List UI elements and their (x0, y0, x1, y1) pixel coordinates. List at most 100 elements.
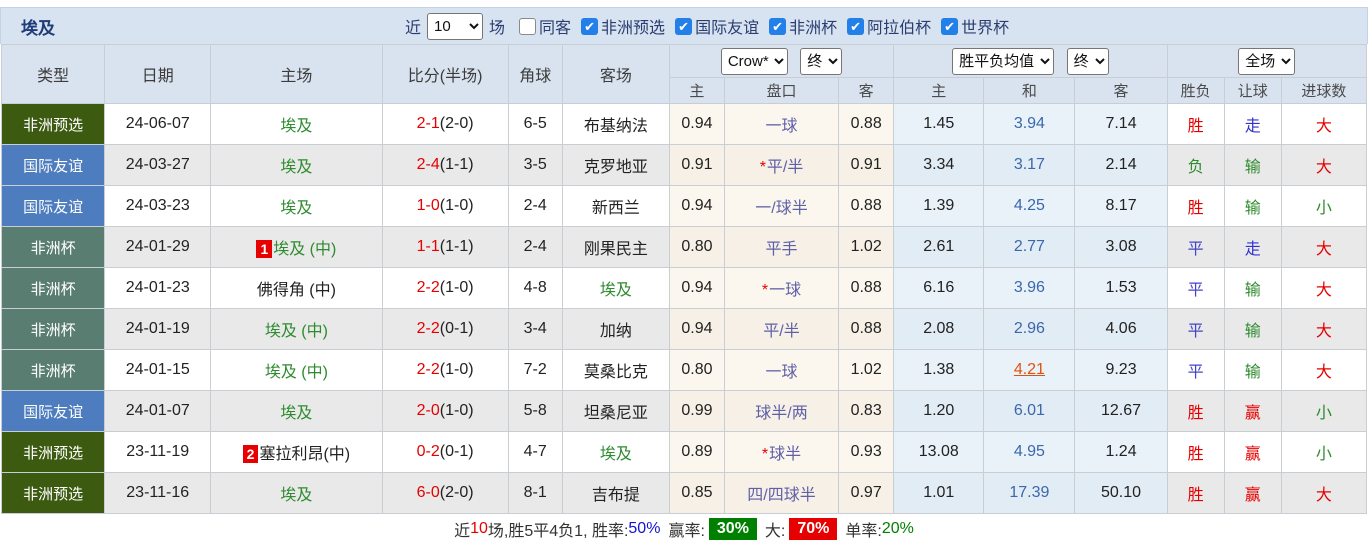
euro-draw-value: 6.01 (1013, 402, 1045, 419)
match-type-badge: 非洲预选 (0, 431, 106, 473)
table-row: 国际友谊 24-03-23 埃及 1-0(1-0) 2-4 新西兰 0.94 一/球半 0.88… (0, 185, 1368, 227)
goals-result-cell: 大 (1280, 308, 1368, 350)
checked-checkbox-icon[interactable]: ✔ (847, 17, 865, 35)
sub-header-handicap-result: 让球 (1223, 77, 1282, 104)
table-row: 非洲杯 24-01-19 埃及 (中) 2-2(0-1) 3-4 加纳 0.94 平/半 0.8… (0, 308, 1368, 350)
match-type-badge: 非洲杯 (0, 349, 106, 391)
handicap-cell: 一/球半 (723, 185, 840, 227)
result-cell: 胜 (1166, 103, 1225, 145)
filter-option: 同客 (509, 14, 571, 38)
europe-odds-select[interactable]: 胜平负均值 (952, 47, 1055, 75)
match-date: 24-03-27 (104, 144, 212, 186)
half-time-score: (0-1) (439, 443, 474, 460)
table-row: 非洲预选 23-11-19 2 塞拉利昂(中) 0-2(0-1) 4-7 埃及 0.89 *球半… (0, 431, 1368, 473)
handicap-cell: 平手 (723, 226, 840, 268)
home-team-name: 埃及 (中) (264, 323, 328, 340)
corners-cell: 5-8 (507, 390, 563, 432)
match-type-badge: 国际友谊 (0, 390, 106, 432)
handicap-line: 球半/两 (755, 405, 808, 422)
recent-count-select[interactable]: 10 (427, 12, 484, 40)
sub-header-euro-away: 客 (1074, 77, 1168, 104)
away-team-cell: 吉布提 (561, 472, 670, 514)
home-team-name: 埃及 (280, 487, 313, 504)
full-time-score: 2-2 (416, 361, 440, 378)
corners-cell: 3-4 (507, 308, 563, 350)
summary-single-label: 单率: (845, 523, 882, 540)
handicap-cell: 四/四球半 (723, 472, 840, 514)
odds-company-select[interactable]: Crow* (720, 47, 788, 75)
filter-option: ✔ 阿拉伯杯 (837, 14, 931, 38)
asian-home-odds: 0.89 (668, 431, 725, 473)
sub-header-handicap: 盘口 (723, 77, 840, 104)
table-body: 非洲预选 24-06-07 埃及 2-1(2-0) 6-5 布基纳法 0.94 一球 0.88 1… (0, 103, 1368, 514)
col-header-score: 比分(半场) (381, 44, 509, 104)
result-cell: 平 (1166, 226, 1225, 268)
goals-result-cell: 小 (1280, 431, 1368, 473)
handicap-result-cell: 赢 (1223, 431, 1282, 473)
euro-draw-odds: 2.96 (983, 308, 1076, 350)
asian-away-odds: 1.02 (838, 226, 895, 268)
asian-away-odds: 0.88 (838, 308, 895, 350)
result-cell: 胜 (1166, 390, 1225, 432)
full-time-score: 2-2 (416, 320, 440, 337)
handicap-line: 四/四球半 (747, 487, 816, 504)
scope-select[interactable]: 全场 (1238, 47, 1296, 75)
col-header-home: 主场 (210, 44, 383, 104)
matches-table: 类型 日期 主场 比分(半场) 角球 客场 Crow* 终 胜平负均值 (0, 44, 1368, 514)
handicap-result-cell: 赢 (1223, 390, 1282, 432)
recent-label: 近 (405, 20, 422, 37)
summary-win-label: 赢率: (668, 523, 705, 540)
half-time-score: (1-0) (439, 279, 474, 296)
half-time-score: (2-0) (439, 115, 474, 132)
result-cell: 胜 (1166, 185, 1225, 227)
scope-select-cell: 全场 (1166, 44, 1368, 78)
col-header-corners: 角球 (507, 44, 563, 104)
away-team-name: 吉布提 (591, 487, 640, 504)
match-date: 24-01-23 (104, 267, 212, 309)
goals-result-cell: 大 (1280, 472, 1368, 514)
checked-checkbox-icon[interactable]: ✔ (581, 17, 599, 35)
away-team-cell: 布基纳法 (561, 103, 670, 145)
table-row: 国际友谊 24-03-27 埃及 2-4(1-1) 3-5 克罗地亚 0.91 *平/半 0.9… (0, 144, 1368, 186)
checked-checkbox-icon[interactable]: ✔ (769, 17, 787, 35)
handicap-line: 一球 (765, 364, 798, 381)
asian-home-odds: 0.94 (668, 308, 725, 350)
odds-company-time-select[interactable]: 终 (800, 47, 843, 75)
col-header-date: 日期 (104, 44, 212, 104)
away-team-name: 埃及 (599, 282, 632, 299)
asian-home-odds: 0.94 (668, 103, 725, 145)
topbar: 埃及 近 10 场 同客 ✔ 非洲预选 ✔ 国际友谊 ✔ 非洲杯 ✔ 阿拉伯杯 ✔ 世界杯 (0, 7, 1368, 44)
euro-away-odds: 4.06 (1074, 308, 1168, 350)
match-type-badge: 非洲预选 (0, 472, 106, 514)
match-type-badge: 非洲杯 (0, 308, 106, 350)
star-icon: * (761, 446, 769, 463)
goals-result-cell: 小 (1280, 390, 1368, 432)
corners-cell: 4-7 (507, 431, 563, 473)
checked-checkbox-icon[interactable]: ✔ (675, 17, 693, 35)
handicap-cell: 一球 (723, 103, 840, 145)
sub-header-asian-away: 客 (838, 77, 895, 104)
euro-away-odds: 50.10 (1074, 472, 1168, 514)
euro-draw-odds: 3.96 (983, 267, 1076, 309)
full-time-score: 2-4 (416, 156, 440, 173)
half-time-score: (1-0) (439, 402, 474, 419)
euro-away-odds: 12.67 (1074, 390, 1168, 432)
full-time-score: 6-0 (416, 484, 440, 501)
europe-odds-time-select[interactable]: 终 (1066, 47, 1109, 75)
euro-draw-value[interactable]: 4.21 (1013, 361, 1045, 378)
handicap-cell: 一球 (723, 349, 840, 391)
half-time-score: (2-0) (439, 484, 474, 501)
unchecked-checkbox-icon[interactable] (519, 17, 537, 35)
filter-option: ✔ 世界杯 (931, 14, 1009, 38)
asian-home-odds: 0.91 (668, 144, 725, 186)
away-team-cell: 加纳 (561, 308, 670, 350)
asian-home-odds: 0.99 (668, 390, 725, 432)
home-team-name: 塞拉利昂(中) (259, 446, 351, 463)
checked-checkbox-icon[interactable]: ✔ (941, 17, 959, 35)
match-date: 24-01-07 (104, 390, 212, 432)
euro-draw-value: 17.39 (1009, 484, 1050, 501)
match-date: 24-03-23 (104, 185, 212, 227)
half-time-score: (1-0) (439, 197, 474, 214)
euro-draw-odds: 4.21 (983, 349, 1076, 391)
home-team-cell: 埃及 (中) (210, 349, 383, 391)
